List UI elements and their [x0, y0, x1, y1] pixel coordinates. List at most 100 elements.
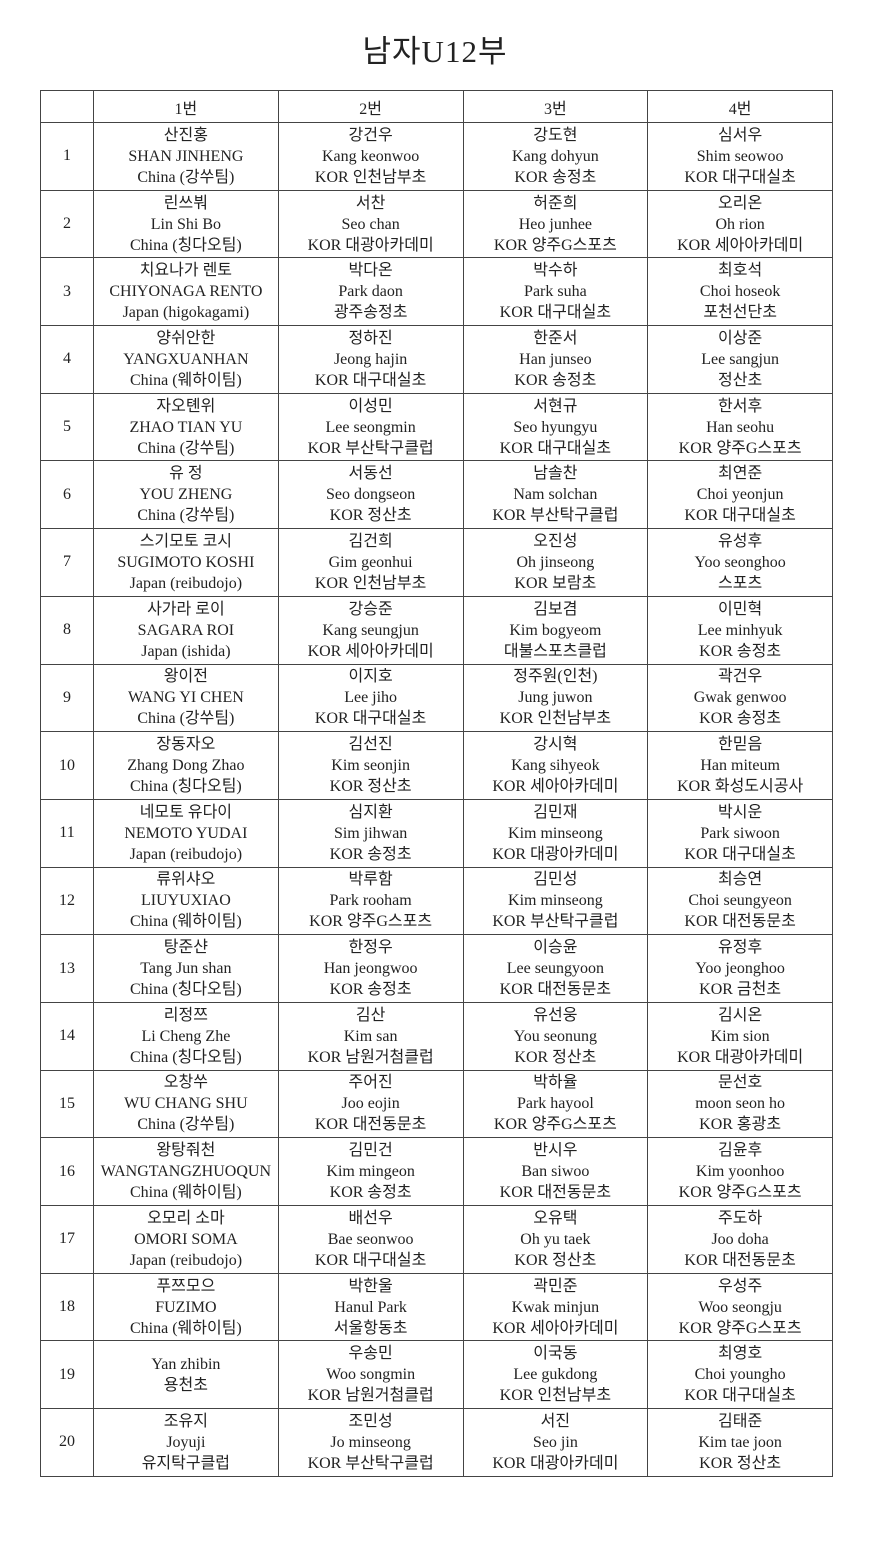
player-name-korean: 최호석: [718, 262, 763, 280]
player-name-korean: 자오톈위: [156, 397, 216, 415]
player-cell: 강도현 Kang dohyun KOR 송정초: [462, 122, 649, 191]
player-name: Yan zhibin: [151, 1355, 221, 1373]
player-cell: 이국동 Lee gukdong KOR 인천남부초: [462, 1340, 649, 1410]
player-team: KOR 대구대실초: [684, 507, 796, 525]
player-cell: 이민혁 Lee minhyuk KOR 송정초: [647, 595, 833, 665]
player-name: Kim bogyeom: [509, 621, 602, 639]
row-number: 1: [40, 122, 94, 191]
player-name-korean: 김시온: [718, 1006, 763, 1024]
player-team: KOR 양주G스포츠: [678, 439, 802, 457]
player-name: Park suha: [524, 283, 587, 301]
player-name-korean: 왕이전: [163, 668, 208, 686]
player-name: YOU ZHENG: [139, 486, 233, 504]
player-name-korean: 네모토 유다이: [139, 803, 233, 821]
player-team: 서울항동초: [333, 1319, 408, 1337]
player-name-korean: 이성민: [348, 397, 393, 415]
player-cell: 주도하 Joo doha KOR 대전동문초: [647, 1205, 833, 1274]
player-name: Jung juwon: [518, 689, 593, 707]
player-cell: 정하진 Jeong hajin KOR 대구대실초: [277, 325, 464, 394]
player-name-korean: 산진홍: [163, 126, 208, 144]
player-cell: 린쓰붜 Lin Shi Bo China (칭다오팀): [93, 189, 279, 259]
player-name: Joo eojin: [341, 1095, 400, 1113]
player-name-korean: 우성주: [718, 1277, 763, 1295]
player-name-korean: 리정쯔: [163, 1006, 208, 1024]
player-name-korean: 오진성: [533, 532, 578, 550]
player-team: KOR 세아아카데미: [492, 1319, 619, 1337]
player-team: KOR 대구대실초: [499, 304, 612, 322]
player-cell: 오창쑤 WU CHANG SHU China (강쑤팀): [93, 1069, 279, 1139]
header-seed-2: 2번: [277, 90, 464, 123]
player-cell: 김보겸 Kim bogyeom 대불스포츠클럽: [462, 595, 649, 665]
player-team: 유지탁구클럽: [141, 1454, 231, 1472]
player-name-korean: 이승윤: [533, 939, 578, 957]
player-cell: 서동선 Seo dongseon KOR 정산초: [277, 460, 464, 530]
player-cell: 곽건우 Gwak genwoo KOR 송정초: [647, 663, 833, 733]
player-name-korean: 박하율: [533, 1074, 578, 1092]
player-cell: 스기모토 코시 SUGIMOTO KOSHI Japan (reibudojo): [93, 528, 279, 597]
player-cell: 김시온 Kim sion KOR 대광아카데미: [647, 1001, 833, 1071]
player-team: KOR 대구대실초: [684, 845, 796, 863]
player-cell: 강승준 Kang seungjun KOR 세아아카데미: [277, 595, 464, 665]
player-team: KOR 부산탁구클럽: [492, 507, 619, 525]
player-cell: 박한울 Hanul Park 서울항동초: [277, 1272, 464, 1342]
player-team: China (웨하이팀): [129, 371, 242, 389]
player-name-korean: 남솔찬: [533, 465, 578, 483]
player-team: KOR 정산초: [514, 1251, 597, 1269]
player-name-korean: 오리온: [718, 194, 763, 212]
player-cell: 사가라 로이 SAGARA ROI Japan (ishida): [93, 595, 279, 665]
player-team: KOR 세아아카데미: [492, 778, 619, 796]
player-cell: 서진 Seo jin KOR 대광아카데미: [462, 1408, 649, 1477]
player-name-korean: 서동선: [348, 465, 393, 483]
player-name: Nam solchan: [513, 486, 598, 504]
player-name-korean: 김선진: [348, 736, 393, 754]
player-cell: 박루함 Park rooham KOR 양주G스포츠: [277, 866, 464, 936]
player-name-korean: 곽민준: [533, 1277, 578, 1295]
player-name: Kang keonwoo: [321, 147, 420, 165]
player-cell: 배선우 Bae seonwoo KOR 대구대실초: [277, 1205, 464, 1274]
player-cell: 허준희 Heo junhee KOR 양주G스포츠: [462, 189, 649, 259]
player-cell: 오진성 Oh jinseong KOR 보람초: [462, 528, 649, 597]
player-name: Lee seungyoon: [506, 960, 605, 978]
player-name: SUGIMOTO KOSHI: [117, 553, 255, 571]
player-name: Woo seongju: [698, 1298, 782, 1316]
player-team: China (웨하이팀): [129, 913, 242, 931]
player-name: Park siwoon: [700, 824, 780, 842]
player-cell: 서현규 Seo hyungyu KOR 대구대실초: [462, 392, 649, 462]
player-team: KOR 세아아카데미: [677, 236, 804, 254]
player-team: KOR 대광아카데미: [492, 1454, 619, 1472]
table-row: 6 유 정 YOU ZHENG China (강쑤팀) 서동선 Seo dongseon K…: [40, 460, 833, 530]
player-name-korean: 최연준: [718, 465, 763, 483]
player-team: KOR 대전동문초: [684, 1251, 796, 1269]
player-name: YANGXUANHAN: [123, 350, 249, 368]
player-name-korean: 이지호: [348, 668, 393, 686]
player-name: Yoo seonghoo: [694, 553, 786, 571]
player-name-korean: 김산: [355, 1006, 386, 1024]
player-cell: 치요나가 렌토 CHIYONAGA RENTO Japan (higokagami): [93, 257, 279, 327]
player-name-korean: 이국동: [533, 1345, 578, 1363]
player-name-korean: 유 정: [169, 465, 203, 483]
player-name: moon seon ho: [695, 1095, 786, 1113]
player-team: 대불스포츠클럽: [503, 642, 607, 660]
player-cell: 푸쯔모으 FUZIMO China (웨하이팀): [93, 1272, 279, 1342]
player-cell: 한서후 Han seohu KOR 양주G스포츠: [647, 392, 833, 462]
player-cell: 곽민준 Kwak minjun KOR 세아아카데미: [462, 1272, 649, 1342]
player-cell: 오모리 소마 OMORI SOMA Japan (reibudojo): [93, 1205, 279, 1274]
player-cell: 자오톈위 ZHAO TIAN YU China (강쑤팀): [93, 392, 279, 462]
player-name: Kim san: [343, 1027, 398, 1045]
player-name: ZHAO TIAN YU: [129, 418, 243, 436]
player-name: Kang dohyun: [512, 147, 599, 165]
player-cell: 주어진 Joo eojin KOR 대전동문초: [277, 1069, 464, 1139]
player-name-korean: 김태준: [718, 1412, 763, 1430]
player-name-korean: 박루함: [348, 871, 393, 889]
player-team: KOR 부산탁구클럽: [307, 1454, 434, 1472]
player-team: KOR 화성도시공사: [677, 778, 804, 796]
player-name: Kim sion: [710, 1027, 770, 1045]
player-name: Park rooham: [329, 892, 412, 910]
player-team: KOR 인천남부초: [314, 574, 427, 592]
player-name: Park daon: [338, 283, 403, 301]
player-team: KOR 대구대실초: [314, 371, 427, 389]
row-number: 5: [40, 392, 94, 462]
player-cell: 문선호 moon seon ho KOR 홍광초: [647, 1069, 833, 1139]
player-name: Ban siwoo: [521, 1163, 590, 1181]
player-name: Tang Jun shan: [140, 960, 232, 978]
